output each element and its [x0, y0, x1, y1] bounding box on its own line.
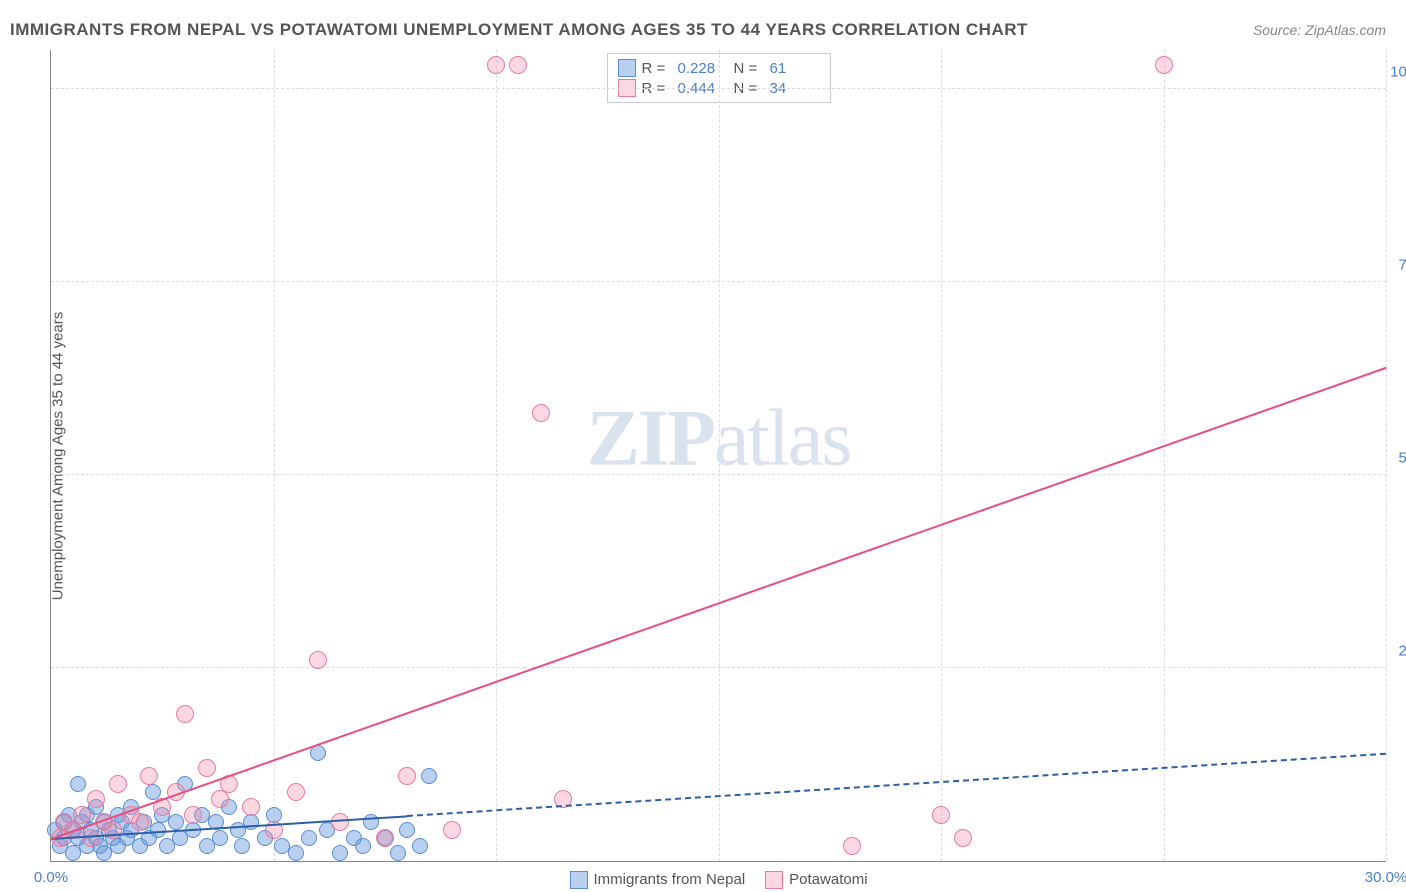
data-point	[131, 813, 149, 831]
data-point	[487, 56, 505, 74]
data-point	[332, 845, 348, 861]
legend-label: Immigrants from Nepal	[593, 871, 745, 888]
data-point	[212, 830, 228, 846]
data-point	[376, 829, 394, 847]
gridline-v	[496, 50, 497, 861]
data-point	[140, 767, 158, 785]
chart-title: IMMIGRANTS FROM NEPAL VS POTAWATOMI UNEM…	[10, 20, 1028, 40]
data-point	[234, 838, 250, 854]
y-tick-label: 100.0%	[1390, 63, 1406, 80]
data-point	[355, 838, 371, 854]
data-point	[843, 837, 861, 855]
data-point	[1155, 56, 1173, 74]
data-point	[443, 821, 461, 839]
watermark-zip: ZIP	[587, 395, 714, 483]
data-point	[309, 651, 327, 669]
plot-region: ZIPatlas R =0.228N =61R =0.444N =34 Immi…	[50, 50, 1386, 862]
chart-area: Unemployment Among Ages 35 to 44 years Z…	[50, 50, 1386, 862]
y-tick-label: 50.0%	[1398, 449, 1406, 466]
data-point	[243, 814, 259, 830]
data-point	[87, 790, 105, 808]
data-point	[168, 814, 184, 830]
legend-swatch	[569, 871, 587, 889]
legend-label: Potawatomi	[789, 871, 867, 888]
y-tick-label: 25.0%	[1398, 642, 1406, 659]
legend-n-label: N =	[734, 60, 764, 77]
data-point	[73, 806, 91, 824]
legend-r-label: R =	[642, 60, 672, 77]
data-point	[288, 845, 304, 861]
source-label: Source: ZipAtlas.com	[1253, 22, 1386, 38]
data-point	[109, 775, 127, 793]
data-point	[532, 404, 550, 422]
data-point	[211, 790, 229, 808]
gridline-v	[719, 50, 720, 861]
y-tick-label: 75.0%	[1398, 256, 1406, 273]
data-point	[145, 784, 161, 800]
legend-swatch	[765, 871, 783, 889]
gridline-v	[941, 50, 942, 861]
data-point	[399, 822, 415, 838]
legend-item: Potawatomi	[765, 871, 867, 889]
data-point	[287, 783, 305, 801]
data-point	[509, 56, 527, 74]
data-point	[184, 806, 202, 824]
gridline-v	[274, 50, 275, 861]
trend-line	[407, 753, 1386, 817]
data-point	[390, 845, 406, 861]
data-point	[398, 767, 416, 785]
data-point	[954, 829, 972, 847]
data-point	[242, 798, 260, 816]
x-tick-min: 0.0%	[34, 869, 68, 886]
data-point	[70, 776, 86, 792]
data-point	[198, 759, 216, 777]
data-point	[331, 813, 349, 831]
legend-swatch	[618, 59, 636, 77]
data-point	[301, 830, 317, 846]
legend-n-value: 61	[770, 60, 820, 77]
data-point	[932, 806, 950, 824]
legend-series: Immigrants from Nepal Potawatomi	[569, 871, 867, 889]
gridline-v	[1386, 50, 1387, 861]
data-point	[176, 705, 194, 723]
data-point	[412, 838, 428, 854]
x-tick-max: 30.0%	[1365, 869, 1406, 886]
legend-r-value: 0.228	[678, 60, 728, 77]
gridline-v	[1164, 50, 1165, 861]
legend-item: Immigrants from Nepal	[569, 871, 745, 889]
watermark-atlas: atlas	[714, 395, 851, 483]
data-point	[421, 768, 437, 784]
